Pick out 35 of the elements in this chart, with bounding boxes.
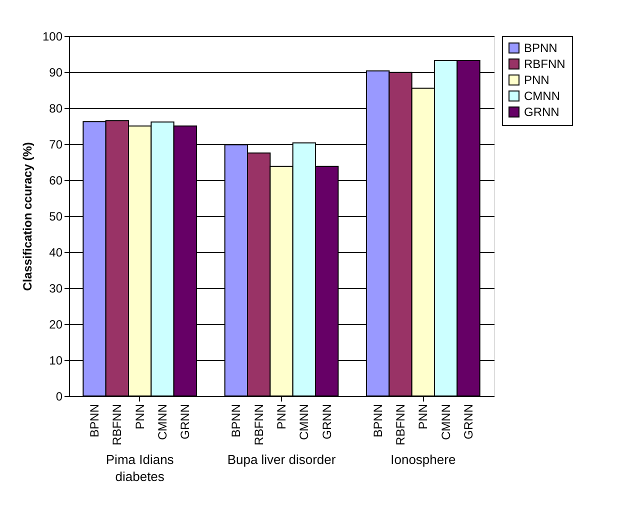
y-tick-label: 0: [56, 390, 63, 404]
legend-label: RBFNN: [524, 57, 566, 71]
y-tick-label: 20: [49, 318, 63, 332]
legend-label: PNN: [524, 73, 550, 87]
x-tick-label: Pima Idians diabetes: [106, 452, 174, 484]
text: BPNN: [370, 404, 385, 438]
text: GRNN: [462, 404, 476, 440]
text: PNN: [416, 404, 430, 430]
y-tick-label: 60: [49, 174, 63, 188]
legend-label: CMNN: [524, 89, 560, 103]
y-tick-label: 40: [49, 246, 63, 260]
y-tick-label: 100: [42, 30, 63, 44]
x-tick-label: Bupa liver disorder: [227, 452, 336, 467]
y-tick-label: 10: [49, 354, 63, 368]
text: RBFNN: [394, 404, 408, 446]
y-tick-label: 80: [49, 102, 63, 116]
text: GRNN: [320, 404, 334, 440]
y-axis-title: Classification ccuracy (%): [20, 142, 34, 291]
text: CMNN: [156, 404, 170, 440]
text: PNN: [274, 404, 288, 430]
y-tick-label: 30: [49, 282, 63, 296]
y-tick-label: 50: [49, 210, 63, 224]
legend-label: GRNN: [524, 105, 560, 119]
text: GRNN: [178, 404, 192, 440]
text: CMNN: [297, 404, 312, 440]
text: CMNN: [438, 404, 453, 440]
y-tick-label: 70: [49, 138, 63, 152]
text: BPNN: [229, 404, 244, 438]
y-tick-label: 90: [49, 66, 63, 80]
text: BPNN: [88, 404, 102, 438]
text: RBFNN: [110, 404, 124, 446]
legend-label: BPNN: [524, 41, 558, 55]
text: PNN: [132, 404, 147, 430]
x-tick-label: Ionosphere: [390, 452, 456, 467]
text: RBFNN: [252, 404, 266, 446]
